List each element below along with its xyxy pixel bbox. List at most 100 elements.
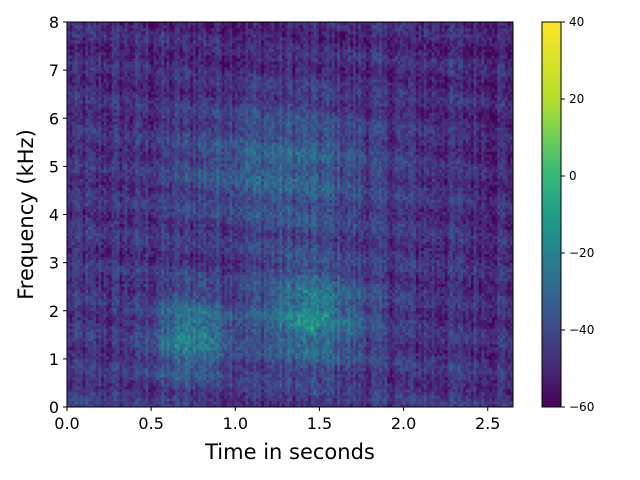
heatmap-cell	[137, 97, 141, 101]
heatmap-cell	[153, 91, 157, 95]
heatmap-cell	[93, 67, 97, 71]
heatmap-cell	[82, 127, 86, 131]
heatmap-cell	[116, 94, 120, 98]
heatmap-cell	[164, 352, 168, 357]
heatmap-cell	[85, 358, 89, 363]
heatmap-cell	[122, 205, 126, 209]
heatmap-cell	[90, 316, 94, 321]
heatmap-cell	[108, 313, 112, 318]
heatmap-cell	[129, 235, 133, 239]
heatmap-cell	[77, 154, 81, 158]
heatmap-cell	[93, 352, 97, 357]
heatmap-cell	[122, 397, 126, 402]
heatmap-cell	[158, 124, 162, 128]
heatmap-cell	[148, 337, 152, 342]
heatmap-cell	[95, 367, 99, 372]
heatmap-cell	[129, 244, 133, 248]
heatmap-cell	[164, 124, 168, 128]
heatmap-cell	[85, 25, 89, 29]
heatmap-cell	[69, 280, 73, 285]
heatmap-cell	[106, 199, 110, 203]
heatmap-cell	[164, 331, 168, 336]
heatmap-cell	[156, 193, 160, 197]
heatmap-cell	[135, 25, 139, 29]
heatmap-cell	[122, 352, 126, 357]
heatmap-cell	[72, 118, 76, 122]
heatmap-cell	[69, 91, 73, 95]
heatmap-cell	[77, 358, 81, 363]
heatmap-cell	[145, 196, 149, 200]
heatmap-cell	[164, 181, 168, 185]
heatmap-cell	[137, 46, 141, 50]
heatmap-cell	[103, 244, 107, 248]
heatmap-cell	[72, 313, 76, 318]
heatmap-cell	[95, 397, 99, 402]
heatmap-cell	[148, 181, 152, 185]
heatmap-cell	[135, 91, 139, 95]
heatmap-cell	[124, 85, 128, 89]
heatmap-cell	[114, 373, 118, 378]
heatmap-cell	[137, 244, 141, 248]
heatmap-cell	[95, 157, 99, 161]
heatmap-cell	[158, 22, 162, 26]
heatmap-cell	[122, 217, 126, 221]
heatmap-cell	[90, 310, 94, 315]
heatmap-cell	[127, 145, 131, 149]
heatmap-cell	[111, 34, 115, 38]
heatmap-cell	[153, 133, 157, 137]
heatmap-cell	[80, 142, 84, 146]
heatmap-cell	[111, 91, 115, 95]
heatmap-cell	[106, 238, 110, 242]
heatmap-cell	[114, 229, 118, 233]
heatmap-cell	[74, 274, 78, 279]
heatmap-cell	[148, 253, 152, 258]
heatmap-cell	[150, 49, 154, 53]
heatmap-cell	[114, 157, 118, 161]
heatmap-cell	[119, 79, 123, 83]
heatmap-cell	[148, 400, 152, 405]
heatmap-cell	[106, 310, 110, 315]
heatmap-cell	[95, 145, 99, 149]
heatmap-cell	[95, 400, 99, 405]
heatmap-cell	[156, 367, 160, 372]
heatmap-cell	[85, 82, 89, 86]
heatmap-cell	[82, 343, 86, 348]
heatmap-cell	[111, 235, 115, 239]
heatmap-cell	[137, 343, 141, 348]
heatmap-cell	[111, 223, 115, 227]
heatmap-cell	[145, 79, 149, 83]
heatmap-cell	[161, 22, 165, 26]
heatmap-cell	[132, 397, 136, 402]
heatmap-cell	[90, 220, 94, 224]
heatmap-cell	[85, 202, 89, 206]
heatmap-cell	[80, 196, 84, 200]
heatmap-cell	[80, 139, 84, 143]
heatmap-cell	[90, 262, 94, 267]
heatmap-cell	[127, 154, 131, 158]
heatmap-cell	[87, 349, 92, 354]
heatmap-cell	[85, 280, 89, 285]
heatmap-cell	[143, 286, 147, 291]
heatmap-cell	[103, 85, 107, 89]
heatmap-cell	[166, 367, 170, 372]
heatmap-cell	[101, 292, 105, 297]
heatmap-cell	[164, 265, 168, 270]
heatmap-cell	[72, 88, 76, 92]
heatmap-cell	[114, 262, 118, 267]
heatmap-cell	[127, 97, 131, 101]
heatmap-cell	[153, 196, 157, 200]
heatmap-cell	[140, 91, 144, 95]
heatmap-cell	[124, 58, 128, 62]
heatmap-cell	[161, 349, 165, 354]
heatmap-cell	[98, 31, 102, 35]
heatmap-cell	[137, 265, 141, 270]
heatmap-cell	[135, 160, 139, 164]
heatmap-cell	[74, 136, 78, 140]
heatmap-cell	[108, 52, 112, 56]
heatmap-cell	[80, 343, 84, 348]
heatmap-cell	[82, 328, 86, 333]
heatmap-cell	[153, 145, 157, 149]
heatmap-cell	[145, 253, 149, 258]
heatmap-cell	[69, 199, 73, 203]
heatmap-cell	[72, 94, 76, 98]
